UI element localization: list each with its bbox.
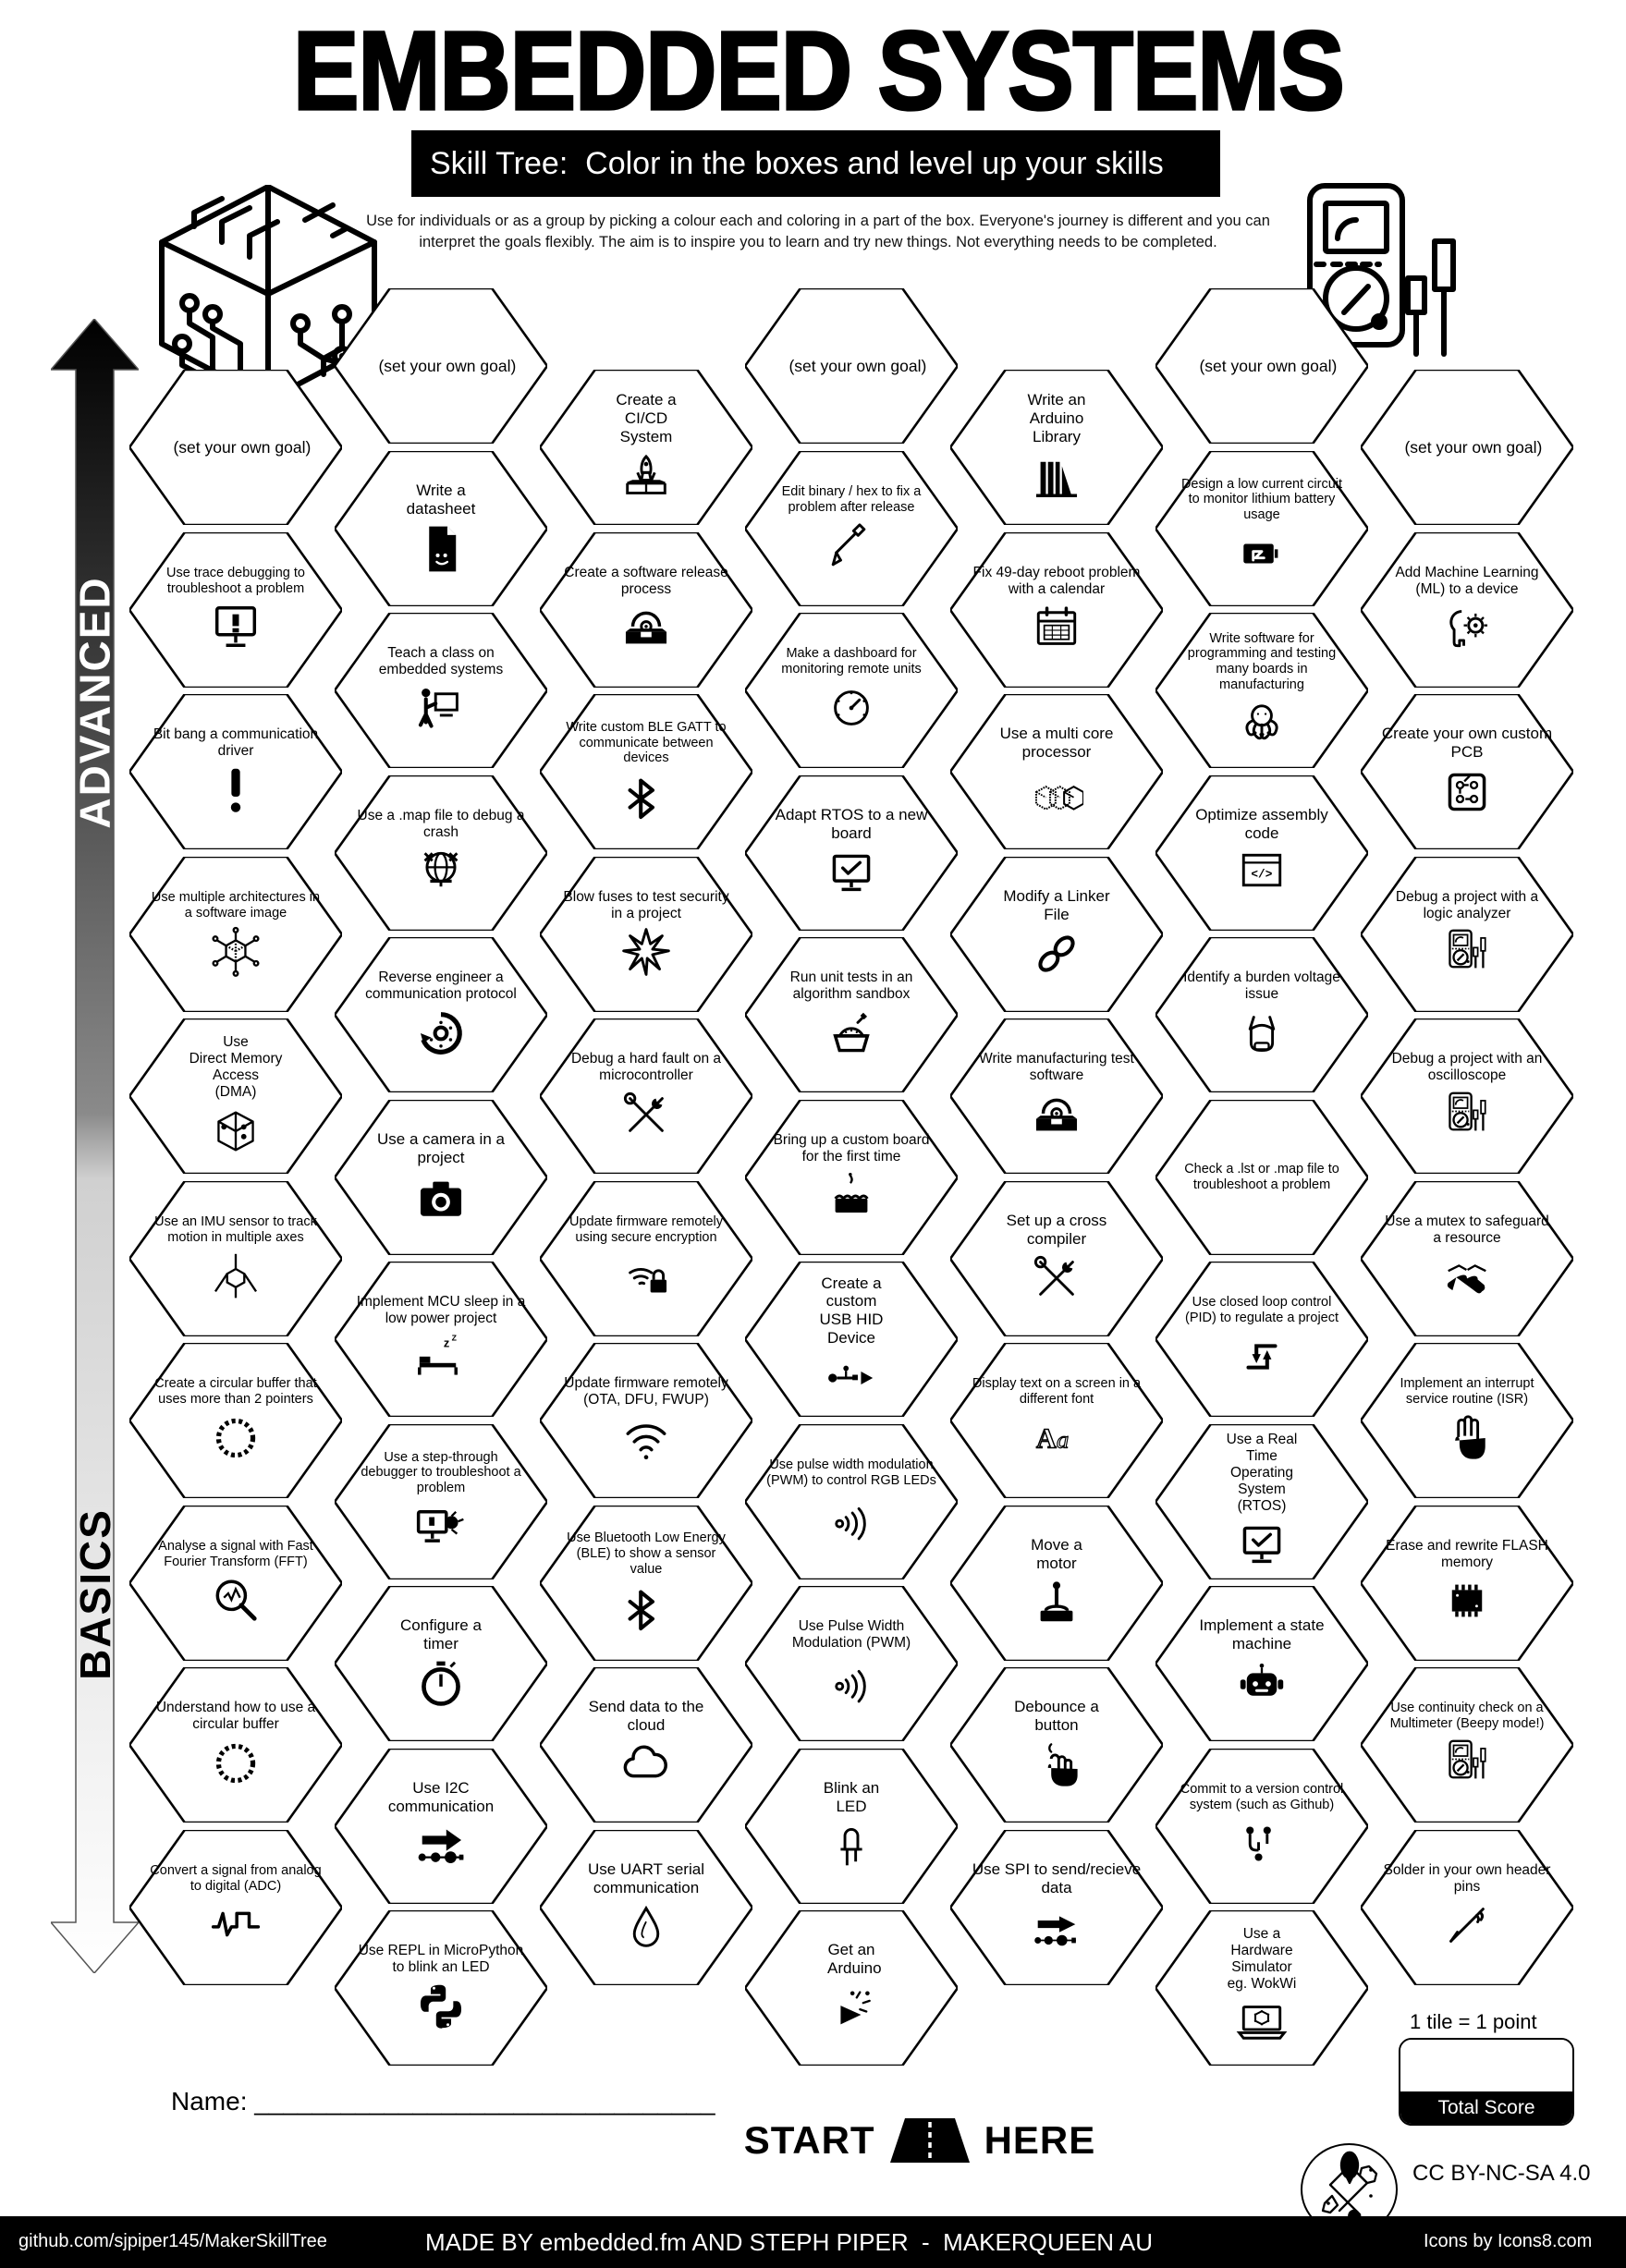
svg-text:z: z <box>444 1336 449 1350</box>
svg-text:a: a <box>1057 1425 1069 1453</box>
svg-text:Z: Z <box>452 1334 458 1343</box>
svg-text:A: A <box>1036 1422 1057 1454</box>
svg-text:</>: </> <box>1251 867 1272 881</box>
